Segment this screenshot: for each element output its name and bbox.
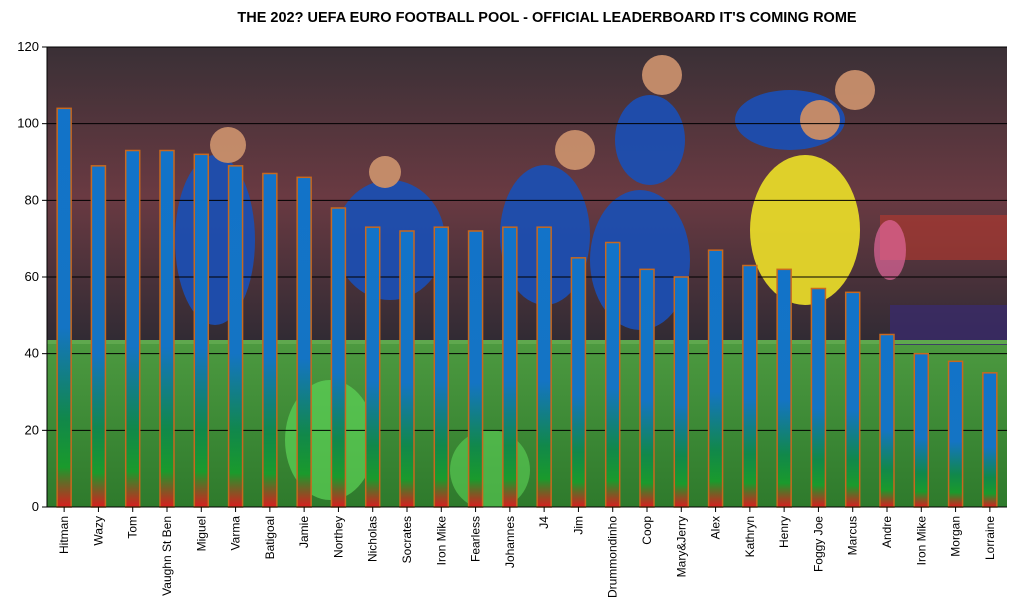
bar-jamie bbox=[296, 176, 312, 508]
bars bbox=[56, 107, 998, 508]
x-tick-label: Varma bbox=[229, 516, 243, 551]
x-tick-label: Iron Mike bbox=[914, 516, 928, 566]
background-photo bbox=[47, 47, 1007, 507]
chart-title: THE 202? UEFA EURO FOOTBALL POOL - OFFIC… bbox=[237, 10, 857, 26]
bar-henry bbox=[776, 268, 792, 508]
x-tick-label: Andre bbox=[880, 516, 894, 548]
x-tick-label: Tom bbox=[126, 516, 140, 539]
x-tick-label: Socrates bbox=[400, 516, 414, 563]
x-tick-label: Iron Mike bbox=[434, 516, 448, 566]
x-tick-label: Vaughn St Ben bbox=[160, 516, 174, 596]
bar-drummondinho bbox=[604, 241, 621, 508]
x-tick-label: Hitman bbox=[57, 516, 71, 554]
x-tick-label: Johannes bbox=[503, 516, 517, 568]
bar-nicholas bbox=[364, 226, 381, 508]
bar-hitman bbox=[56, 107, 72, 508]
x-tick-label: J4 bbox=[537, 516, 551, 529]
bar-northey bbox=[330, 207, 347, 508]
y-tick-label: 80 bbox=[25, 192, 39, 207]
bar-jim bbox=[570, 257, 587, 508]
x-tick-label: Wazy bbox=[91, 516, 105, 546]
bar-johannes bbox=[502, 226, 518, 508]
bar-miguel bbox=[193, 153, 210, 508]
x-tick-label: Miguel bbox=[194, 516, 208, 551]
bar-varma bbox=[227, 165, 244, 508]
x-axis: Hitman Wazy Tom Vaughn St Ben Miguel Varma Bat… bbox=[47, 506, 1007, 598]
x-tick-label: Foggy Joe bbox=[811, 516, 825, 572]
x-tick-label: Drummondinho bbox=[606, 516, 620, 598]
bar-fearless bbox=[467, 230, 484, 508]
x-tick-label: Marcus bbox=[846, 516, 860, 555]
bar-andre bbox=[879, 333, 895, 508]
bar-mary-jerry bbox=[673, 276, 690, 508]
x-tick-label: Mary&Jerry bbox=[674, 516, 688, 577]
x-tick-label: Fearless bbox=[469, 516, 483, 562]
x-tick-label: Henry bbox=[777, 516, 791, 548]
y-tick-label: 100 bbox=[17, 116, 39, 131]
bar-coop bbox=[639, 268, 655, 508]
bar-batigoal bbox=[262, 172, 278, 508]
bar-morgan bbox=[947, 360, 964, 508]
y-tick-label: 0 bbox=[32, 499, 39, 514]
x-tick-label: Jamie bbox=[297, 516, 311, 548]
x-tick-label: Kathryn bbox=[743, 516, 757, 557]
y-tick-label: 20 bbox=[25, 422, 39, 437]
x-tick-label: Jim bbox=[571, 516, 585, 535]
bar-foggy-joe bbox=[810, 287, 827, 508]
x-tick-label: Coop bbox=[640, 516, 654, 545]
bar-socrates bbox=[399, 230, 415, 508]
bar-iron-mike bbox=[433, 226, 450, 508]
x-tick-label: Alex bbox=[709, 516, 723, 539]
bar-tom bbox=[124, 149, 141, 508]
bar-lorraine bbox=[982, 372, 998, 508]
bar-marcus bbox=[844, 291, 861, 508]
x-tick-label: Northey bbox=[331, 516, 345, 558]
bar-alex bbox=[707, 249, 724, 508]
x-tick-label: Nicholas bbox=[366, 516, 380, 562]
y-axis: 0 20 40 60 80 100 120 bbox=[17, 39, 48, 514]
bar-j4 bbox=[536, 226, 552, 508]
x-tick-label: Morgan bbox=[949, 516, 963, 557]
x-tick-label: Lorraine bbox=[983, 516, 997, 560]
bar-kathryn bbox=[742, 264, 758, 508]
bar-iron-mike bbox=[913, 352, 930, 508]
y-tick-label: 60 bbox=[25, 269, 39, 284]
y-tick-label: 40 bbox=[25, 346, 39, 361]
bar-wazy bbox=[90, 165, 107, 508]
y-tick-label: 120 bbox=[17, 39, 39, 54]
bar-vaughn-st-ben bbox=[159, 149, 175, 508]
x-tick-label: Batigoal bbox=[263, 516, 277, 559]
